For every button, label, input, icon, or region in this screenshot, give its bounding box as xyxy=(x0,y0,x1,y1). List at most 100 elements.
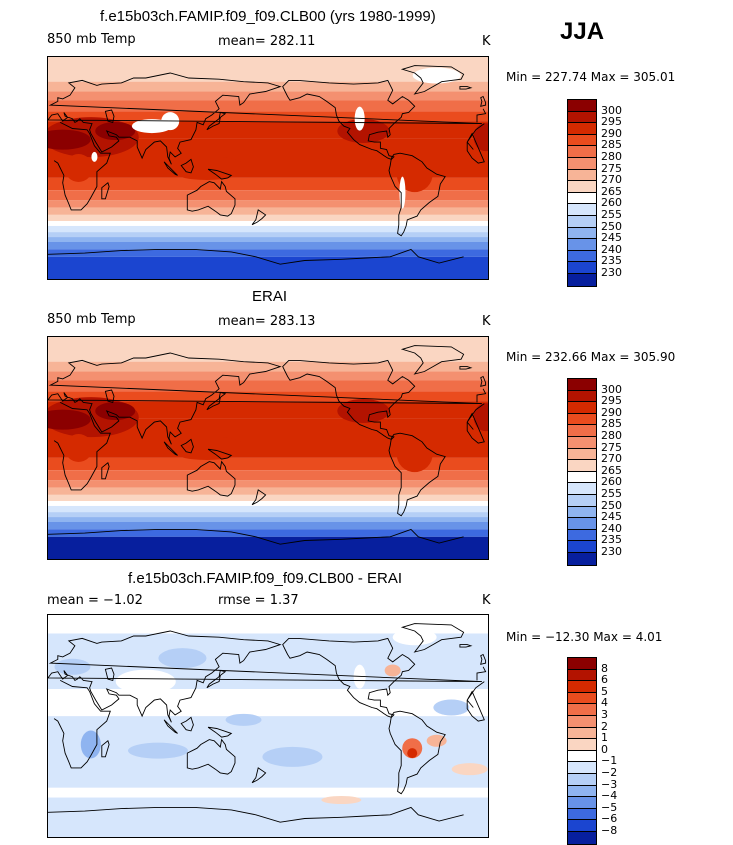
colorbar-swatch xyxy=(568,169,596,182)
colorbar-swatch xyxy=(568,494,596,507)
coastline-sumatra xyxy=(163,161,178,176)
colorbar-swatch xyxy=(568,739,596,751)
temperature-band xyxy=(48,249,488,257)
temperature-band xyxy=(48,256,488,279)
colorbar-swatch xyxy=(568,681,596,693)
coastline-japan xyxy=(206,669,227,689)
cold-anomaly xyxy=(158,648,207,669)
colorbar-swatch xyxy=(568,820,596,832)
temperature-band xyxy=(48,494,488,502)
coastline-iceland xyxy=(459,644,473,648)
colorbar-swatch xyxy=(568,146,596,158)
colorbar-swatch xyxy=(568,552,596,565)
coastlines xyxy=(48,65,487,265)
panel-1-colorbar xyxy=(567,99,597,287)
coastline-greenland xyxy=(400,623,465,653)
coastline-antarctica xyxy=(48,528,464,545)
colorbar-swatch xyxy=(568,436,596,449)
temperature-band xyxy=(48,337,488,362)
colorbar-swatch xyxy=(568,727,596,740)
hot-region xyxy=(48,409,91,430)
colorbar-tick-label: −3 xyxy=(601,777,618,791)
colorbar-tick-label: 260 xyxy=(601,196,622,210)
panel-3-title: f.e15b03ch.FAMIP.f09_f09.CLB00 - ERAI xyxy=(128,570,403,587)
colorbar-tick-label: 280 xyxy=(601,429,622,442)
temperature-band xyxy=(48,207,488,215)
coastlines xyxy=(48,345,487,545)
colorbar-tick-label: 265 xyxy=(601,184,622,198)
cold-anomaly xyxy=(128,742,188,759)
temperature-band xyxy=(48,457,488,471)
coastline-australia xyxy=(186,738,236,775)
colorbar-swatch xyxy=(568,239,596,251)
warm-anomaly xyxy=(407,748,418,759)
temperature-band xyxy=(48,237,488,242)
coastline-namerica xyxy=(282,79,416,160)
colorbar-tick-label: 275 xyxy=(601,161,622,175)
coastline-samerica xyxy=(388,710,446,795)
colorbar-tick-label: 300 xyxy=(601,103,622,117)
coastline-uk xyxy=(480,95,487,107)
coastline-samerica xyxy=(388,432,446,517)
colorbar-swatch xyxy=(568,204,596,216)
colorbar-swatch xyxy=(568,413,596,426)
colorbar-swatch xyxy=(568,704,596,716)
colorbar-swatch xyxy=(568,658,596,670)
colorbar-tick-label: 275 xyxy=(601,440,622,454)
colorbar-swatch xyxy=(568,541,596,553)
colorbar-swatch xyxy=(568,250,596,263)
masked-terrain xyxy=(412,67,461,84)
colorbar-tick-label: 255 xyxy=(601,208,622,221)
colorbar-swatch xyxy=(568,692,596,705)
colorbar-swatch xyxy=(568,262,596,274)
coastline-africa xyxy=(53,679,485,769)
panel-3-rmse: rmse = 1.37 xyxy=(218,593,299,608)
panel-1-units: K xyxy=(482,34,491,49)
warm-anomaly xyxy=(321,796,362,804)
coastline-namerica xyxy=(282,637,416,718)
colorbar-tick-label: −4 xyxy=(601,789,618,803)
coastline-newguinea xyxy=(207,168,233,180)
hot-region xyxy=(337,119,390,143)
warm-anomaly xyxy=(426,734,447,747)
panel-3-units: K xyxy=(482,593,491,608)
coastline-newguinea xyxy=(207,448,233,460)
warm-anomaly xyxy=(451,763,488,776)
colorbar-tick-label: 295 xyxy=(601,115,622,129)
colorbar-tick-label: 240 xyxy=(601,521,622,535)
panel-2-colorbar xyxy=(567,378,597,566)
hot-region xyxy=(337,399,390,423)
panel-2-units: K xyxy=(482,314,491,329)
temperature-band xyxy=(48,242,488,250)
coastline-caspian xyxy=(104,109,115,123)
coastline-caspian xyxy=(104,389,115,403)
panel-1-minmax: Min = 227.74 Max = 305.01 xyxy=(506,70,676,84)
colorbar-swatch xyxy=(568,831,596,844)
colorbar-tick-label: 250 xyxy=(601,219,622,233)
panel-3-mean: mean = −1.02 xyxy=(47,593,143,608)
cold-anomaly xyxy=(262,746,323,767)
coastline-antarctica xyxy=(48,248,464,265)
colorbar-swatch xyxy=(568,471,596,484)
colorbar-tick-label: 270 xyxy=(601,173,622,187)
temperature-band xyxy=(48,501,488,506)
temperature-band xyxy=(48,214,488,222)
coastline-greenland xyxy=(400,345,465,375)
colorbar-swatch xyxy=(568,808,596,821)
colorbar-tick-label: −8 xyxy=(601,824,618,837)
coastline-japan xyxy=(206,391,227,411)
warm-region xyxy=(166,156,247,180)
colorbar-tick-label: 290 xyxy=(601,405,622,419)
colorbar-swatch xyxy=(568,773,596,786)
colorbar-swatch xyxy=(568,157,596,170)
colorbar-swatch xyxy=(568,715,596,728)
colorbar-swatch xyxy=(568,425,596,437)
colorbar-tick-label: 3 xyxy=(601,708,608,721)
coastline-madagascar xyxy=(101,740,110,758)
masked-terrain xyxy=(392,629,437,646)
colorbar-tick-label: 250 xyxy=(601,498,622,512)
temperature-band xyxy=(48,111,488,122)
coastlines xyxy=(48,623,487,823)
warm-region xyxy=(166,436,247,460)
colorbar-swatch xyxy=(568,460,596,472)
